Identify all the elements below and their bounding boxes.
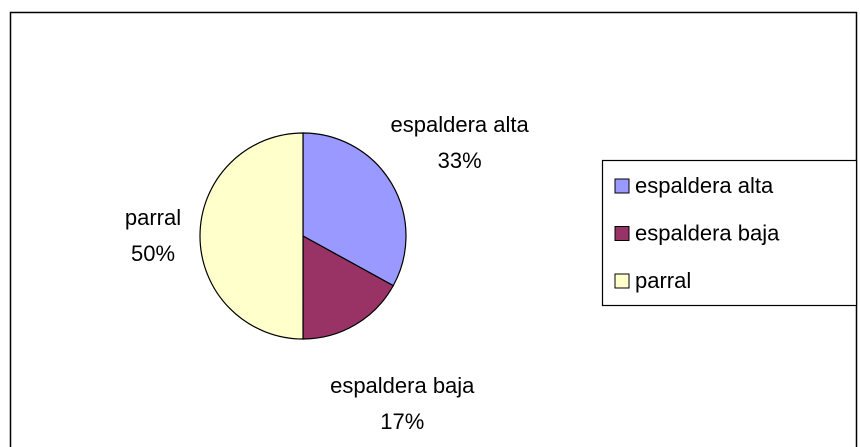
pie-slice xyxy=(199,132,304,340)
data-label: parral 50% xyxy=(78,200,228,272)
pie-slice xyxy=(302,234,395,340)
data-label-category: espaldera alta xyxy=(390,112,529,138)
legend-label: espaldera alta xyxy=(635,173,774,198)
legend-box xyxy=(601,159,858,307)
legend-swatch xyxy=(614,178,630,194)
data-label-value: 50% xyxy=(130,241,176,266)
legend-label: espaldera baja xyxy=(635,220,780,245)
data-label: espaldera alta 33% xyxy=(385,107,535,179)
data-label-value: 33% xyxy=(437,148,482,174)
data-label-value: 17% xyxy=(380,408,425,434)
legend-label: parral xyxy=(635,268,691,293)
pie-slice xyxy=(302,132,407,287)
data-label-category: espaldera baja xyxy=(330,372,475,398)
legend-swatch xyxy=(614,273,630,289)
legend-swatch xyxy=(614,226,630,241)
data-label: espaldera baja 17% xyxy=(327,368,477,440)
data-label-category: parral xyxy=(124,205,182,230)
